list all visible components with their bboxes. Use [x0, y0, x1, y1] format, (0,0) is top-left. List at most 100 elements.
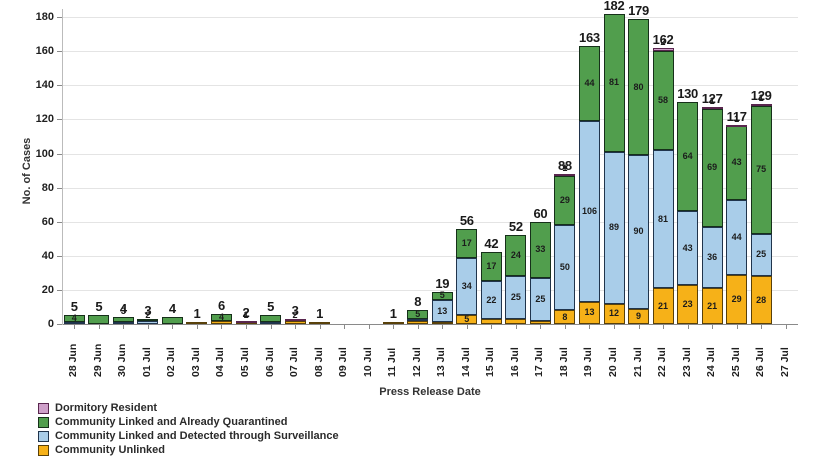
segment-value-label: 64: [682, 151, 693, 162]
segment-quarantined[interactable]: [750, 105, 772, 234]
segment-quarantined[interactable]: [578, 46, 600, 122]
x-tick-label: 07 Jul: [288, 347, 301, 377]
segment-quarantined[interactable]: [603, 13, 625, 152]
segment-quarantined[interactable]: [529, 221, 551, 278]
segment-value-label: 29: [731, 293, 742, 304]
segment-dormitory[interactable]: [652, 47, 674, 52]
segment-unlinked[interactable]: [603, 303, 625, 324]
segment-quarantined[interactable]: [505, 235, 527, 277]
segment-surveillance[interactable]: [677, 211, 699, 285]
segment-surveillance[interactable]: [112, 322, 134, 325]
chart-legend: Dormitory Resident Community Linked and A…: [38, 401, 339, 457]
x-tick: [515, 325, 517, 329]
legend-item[interactable]: Community Linked and Detected through Su…: [38, 429, 339, 443]
segment-surveillance[interactable]: [260, 322, 282, 325]
bar-total-label: 8: [414, 294, 422, 310]
segment-surveillance[interactable]: [480, 281, 502, 319]
x-tick-label: 17 Jul: [533, 347, 546, 377]
segment-unlinked[interactable]: [186, 322, 208, 325]
y-tick-label: 0: [47, 318, 54, 330]
gridline: [62, 221, 798, 223]
segment-quarantined[interactable]: [88, 315, 110, 324]
segment-quarantined[interactable]: [431, 291, 453, 301]
segment-surveillance[interactable]: [63, 322, 85, 325]
segment-quarantined[interactable]: [456, 228, 478, 258]
segment-quarantined[interactable]: [63, 315, 85, 323]
y-tick: [57, 187, 62, 189]
x-tick-label: 26 Jul: [754, 347, 767, 377]
segment-unlinked[interactable]: [750, 276, 772, 324]
segment-unlinked[interactable]: [652, 288, 674, 324]
segment-unlinked[interactable]: [431, 322, 453, 325]
legend-item[interactable]: Community Unlinked: [38, 443, 339, 457]
x-tick: [319, 325, 321, 329]
segment-quarantined[interactable]: [161, 317, 183, 324]
bar-total-label: 127: [701, 91, 723, 107]
segment-quarantined[interactable]: [137, 318, 159, 321]
segment-surveillance[interactable]: [505, 276, 527, 319]
segment-unlinked[interactable]: [382, 322, 404, 325]
bar-total-label: 1: [389, 306, 397, 322]
segment-surveillance[interactable]: [554, 225, 576, 311]
segment-quarantined[interactable]: [260, 315, 282, 323]
segment-quarantined[interactable]: [480, 252, 502, 282]
segment-quarantined[interactable]: [652, 51, 674, 151]
segment-surveillance[interactable]: [701, 226, 723, 289]
segment-surveillance[interactable]: [431, 300, 453, 323]
segment-quarantined[interactable]: [677, 102, 699, 212]
segment-quarantined[interactable]: [407, 310, 429, 319]
segment-surveillance[interactable]: [726, 199, 748, 275]
segment-surveillance[interactable]: [750, 233, 772, 277]
segment-quarantined[interactable]: [628, 18, 650, 156]
segment-unlinked[interactable]: [529, 320, 551, 324]
segment-unlinked[interactable]: [456, 315, 478, 324]
segment-surveillance[interactable]: [529, 277, 551, 321]
segment-surveillance[interactable]: [578, 121, 600, 302]
y-tick-label: 60: [41, 215, 54, 228]
segment-quarantined[interactable]: [701, 109, 723, 227]
segment-surveillance[interactable]: [603, 151, 625, 304]
y-tick-label: 20: [41, 283, 54, 296]
segment-unlinked[interactable]: [210, 320, 232, 324]
segment-surveillance[interactable]: [407, 318, 429, 321]
x-tick-label: 14 Jul: [459, 347, 472, 377]
segment-quarantined[interactable]: [112, 317, 134, 323]
legend-item[interactable]: Community Linked and Already Quarantined: [38, 415, 339, 429]
segment-quarantined[interactable]: [210, 313, 232, 321]
segment-quarantined[interactable]: [726, 126, 748, 200]
segment-unlinked[interactable]: [578, 301, 600, 324]
segment-unlinked[interactable]: [480, 318, 502, 324]
bar-total-label: 1: [316, 306, 324, 322]
segment-dormitory[interactable]: [284, 318, 306, 321]
segment-unlinked[interactable]: [235, 322, 257, 325]
segment-dormitory[interactable]: [235, 320, 257, 323]
segment-unlinked[interactable]: [677, 284, 699, 324]
segment-dormitory[interactable]: [726, 124, 748, 127]
segment-unlinked[interactable]: [701, 288, 723, 324]
segment-surveillance[interactable]: [628, 155, 650, 309]
segment-unlinked[interactable]: [505, 318, 527, 324]
segment-value-label: 43: [682, 242, 693, 253]
segment-unlinked[interactable]: [407, 320, 429, 324]
segment-dormitory[interactable]: [701, 107, 723, 110]
segment-surveillance[interactable]: [652, 150, 674, 289]
segment-quarantined[interactable]: [554, 175, 576, 226]
segment-unlinked[interactable]: [309, 322, 331, 325]
bar-total-label: 60: [533, 205, 548, 221]
segment-unlinked[interactable]: [554, 310, 576, 324]
x-tick: [368, 325, 370, 329]
segment-surveillance[interactable]: [456, 257, 478, 316]
segment-unlinked[interactable]: [726, 274, 748, 324]
x-tick-label: 29 Jun: [91, 343, 104, 377]
segment-unlinked[interactable]: [284, 320, 306, 324]
segment-unlinked[interactable]: [628, 308, 650, 324]
x-tick-label: 13 Jul: [435, 347, 448, 377]
legend-item-label: Community Linked and Already Quarantined: [55, 415, 288, 428]
legend-item[interactable]: Dormitory Resident: [38, 401, 339, 415]
segment-dormitory[interactable]: [750, 104, 772, 107]
bar-total-label: 4: [119, 301, 127, 317]
segment-dormitory[interactable]: [554, 173, 576, 176]
segment-surveillance[interactable]: [137, 320, 159, 324]
bar-total-label: 182: [603, 0, 625, 13]
